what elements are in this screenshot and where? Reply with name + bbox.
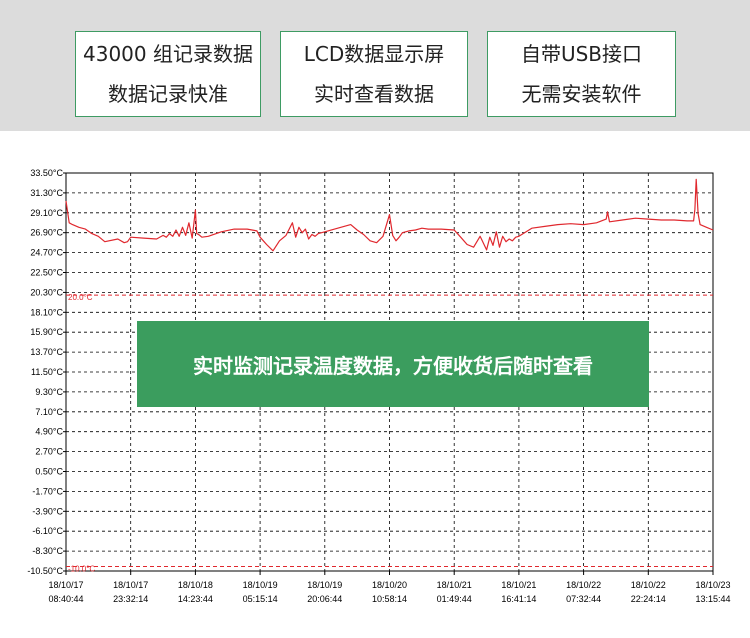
y-tick-label: 20.30°C (30, 287, 63, 297)
y-tick-label: 24.70°C (30, 248, 63, 258)
feature-records-line1: 43000 组记录数据 (83, 42, 253, 66)
x-tick-time: 01:49:44 (437, 594, 472, 604)
y-tick-label: 11.50°C (31, 367, 63, 377)
monitoring-banner-text: 实时监测记录温度数据，方便收货后随时查看 (193, 353, 593, 378)
y-tick-label: 4.90°C (35, 427, 63, 437)
y-tick-label: 13.70°C (30, 347, 63, 357)
x-tick-time: 20:06:44 (307, 594, 342, 604)
x-tick-time: 23:32:14 (113, 594, 148, 604)
x-tick-time: 22:24:14 (631, 594, 666, 604)
x-tick-time: 05:15:14 (243, 594, 278, 604)
x-tick-date: 18/10/23 (695, 580, 730, 590)
y-tick-label: 18.10°C (30, 307, 63, 317)
feature-lcd-line2: 实时查看数据 (314, 82, 434, 106)
y-tick-label: 29.10°C (30, 208, 63, 218)
x-tick-date: 18/10/17 (113, 580, 148, 590)
y-tick-label: -6.10°C (32, 526, 63, 536)
x-tick-date: 18/10/17 (48, 580, 83, 590)
y-tick-label: -3.90°C (32, 506, 63, 516)
monitoring-banner: 实时监测记录温度数据，方便收货后随时查看 (137, 321, 649, 407)
feature-box-lcd: LCD数据显示屏 实时查看数据 (280, 31, 468, 117)
y-tick-label: 33.50°C (30, 168, 63, 178)
x-tick-date: 18/10/19 (307, 580, 342, 590)
temperature-series-line (65, 178, 714, 252)
feature-lcd-line1: LCD数据显示屏 (303, 42, 445, 66)
limit-label: 20.0°C (68, 293, 93, 302)
x-tick-date: 18/10/19 (243, 580, 278, 590)
x-tick-time: 07:32:44 (566, 594, 601, 604)
x-tick-date: 18/10/20 (372, 580, 407, 590)
x-tick-time: 14:23:44 (178, 594, 213, 604)
feature-usb-line1: 自带USB接口 (520, 42, 643, 66)
feature-box-records: 43000 组记录数据 数据记录快准 (75, 31, 261, 117)
y-tick-label: 26.90°C (30, 228, 63, 238)
y-tick-label: 9.30°C (35, 387, 63, 397)
x-tick-date: 18/10/21 (501, 580, 536, 590)
y-tick-label: -10.50°C (27, 566, 63, 576)
y-tick-label: -1.70°C (32, 486, 63, 496)
limit-label: -10.0°C (68, 564, 95, 573)
x-tick-date: 18/10/18 (178, 580, 213, 590)
x-tick-date: 18/10/21 (437, 580, 472, 590)
y-tick-label: 22.50°C (30, 268, 63, 278)
feature-box-usb: 自带USB接口 无需安装软件 (487, 31, 676, 117)
x-tick-date: 18/10/22 (566, 580, 601, 590)
x-tick-time: 10:58:14 (372, 594, 407, 604)
feature-usb-line2: 无需安装软件 (521, 82, 642, 106)
x-tick-time: 16:41:14 (501, 594, 536, 604)
x-tick-date: 18/10/22 (631, 580, 666, 590)
x-tick-time: 13:15:44 (695, 594, 730, 604)
y-tick-label: 15.90°C (30, 327, 63, 337)
x-tick-time: 08:40:44 (48, 594, 83, 604)
y-tick-label: 7.10°C (35, 407, 63, 417)
y-tick-label: 0.50°C (35, 467, 63, 477)
y-tick-label: -8.30°C (32, 546, 63, 556)
y-tick-label: 2.70°C (35, 447, 63, 457)
feature-records-line2: 数据记录快准 (108, 82, 228, 106)
y-tick-label: 31.30°C (30, 188, 63, 198)
